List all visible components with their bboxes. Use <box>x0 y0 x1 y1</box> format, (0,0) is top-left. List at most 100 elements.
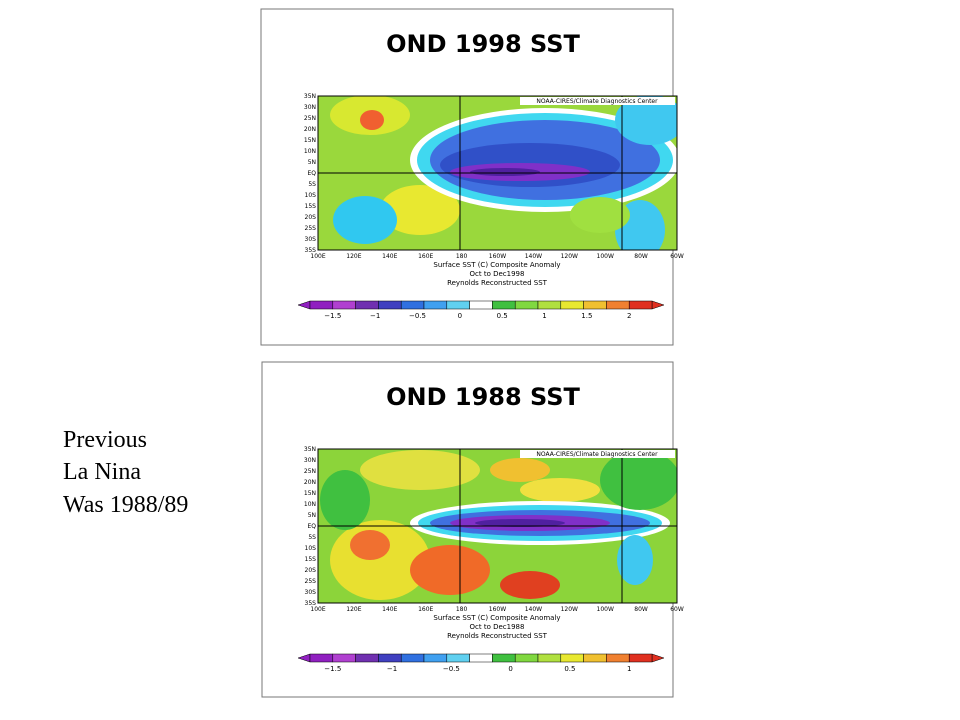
lat-label: 25S <box>305 578 317 585</box>
colorbar-label: 0.5 <box>497 312 508 320</box>
colorbar-swatch <box>628 300 653 310</box>
colorbar-swatch <box>355 300 379 310</box>
lat-label: 20S <box>305 567 317 574</box>
map-panel: OND 1998 SST 35N 30N 25N 20N 15N 10N 5N EQ 5S 10S 1… <box>260 8 684 346</box>
caption: Surface SST (C) Composite Anomaly <box>433 261 560 269</box>
lat-label: 30N <box>304 104 316 111</box>
lon-label: 140W <box>525 253 542 260</box>
lon-label: 120E <box>346 606 361 613</box>
colorbar-label: 0 <box>508 665 512 673</box>
colorbar-swatch <box>583 653 607 663</box>
colorbar-label: 2 <box>627 312 631 320</box>
lon-label: 120E <box>346 253 361 260</box>
anomaly-region <box>360 110 384 130</box>
lon-label: 100W <box>597 253 614 260</box>
lat-label: 5S <box>308 181 316 188</box>
caption: Oct to Dec1988 <box>470 623 525 631</box>
colorbar-swatch <box>309 300 334 310</box>
side-text: La Nina <box>63 459 141 485</box>
lat-label: 35S <box>305 247 317 254</box>
lat-label: 20N <box>304 479 316 486</box>
lon-label: 60W <box>670 606 684 613</box>
lon-label: 180 <box>456 606 468 613</box>
anomaly-region <box>360 450 480 490</box>
lat-label: EQ <box>307 523 316 530</box>
credit: NOAA-CIRES/Climate Diagnostics Center <box>536 98 658 105</box>
colorbar-label: −0.5 <box>443 665 460 673</box>
colorbar-swatch <box>423 653 448 663</box>
colorbar-label: 0.5 <box>564 665 575 673</box>
lon-label: 140E <box>382 253 397 260</box>
lat-label: 30S <box>305 236 317 243</box>
colorbar-swatch <box>378 300 402 310</box>
lon-label: 120W <box>561 606 578 613</box>
colorbar-label: 1.5 <box>581 312 592 320</box>
colorbar-swatch <box>400 300 425 310</box>
lat-label: 15S <box>305 203 317 210</box>
colorbar-swatch <box>469 653 493 663</box>
anomaly-region <box>615 96 677 145</box>
lon-label: 140W <box>525 606 542 613</box>
anomaly-region <box>320 470 370 530</box>
anomaly-region <box>380 185 460 235</box>
map-panel: OND 1988 SST 35N 30N 25N 20N 15N 10N 5N EQ 5S 10S 1… <box>261 361 684 698</box>
colorbar-swatch <box>355 653 379 663</box>
anomaly-region <box>500 571 560 599</box>
anomaly-region <box>475 519 565 527</box>
lon-label: 120W <box>561 253 578 260</box>
caption: Surface SST (C) Composite Anomaly <box>433 614 560 622</box>
colorbar-label: 0 <box>458 312 462 320</box>
lat-label: 5N <box>308 159 316 166</box>
lon-label: 160W <box>489 606 506 613</box>
colorbar-swatch <box>583 300 607 310</box>
colorbar-swatch <box>332 300 356 310</box>
anomaly-region <box>520 478 600 502</box>
credit: NOAA-CIRES/Climate Diagnostics Center <box>536 451 658 458</box>
colorbar-label: −1.5 <box>324 665 341 673</box>
lat-label: 25N <box>304 468 316 475</box>
anomaly-region <box>490 458 550 482</box>
lon-label: 100E <box>310 253 325 260</box>
lat-label: EQ <box>307 170 316 177</box>
panel-title: OND 1988 SST <box>386 383 580 411</box>
lon-label: 80W <box>634 253 648 260</box>
lon-label: 180 <box>456 253 468 260</box>
anomaly-region <box>600 450 677 510</box>
lat-label: 20S <box>305 214 317 221</box>
colorbar-label: −1.5 <box>324 312 341 320</box>
lat-label: 25N <box>304 115 316 122</box>
credit-box <box>520 450 675 458</box>
lat-label: 5S <box>308 534 316 541</box>
lat-label: 20N <box>304 126 316 133</box>
colorbar-swatch <box>400 653 425 663</box>
credit-box <box>520 97 675 105</box>
lat-label: 35S <box>305 600 317 607</box>
lat-label: 35N <box>304 93 316 100</box>
lat-label: 15N <box>304 137 316 144</box>
lon-label: 160E <box>418 253 433 260</box>
lon-label: 60W <box>670 253 684 260</box>
colorbar-swatch <box>514 653 539 663</box>
colorbar-swatch <box>423 300 448 310</box>
lat-label: 10N <box>304 148 316 155</box>
anomaly-region <box>350 530 390 560</box>
lon-label: 140E <box>382 606 397 613</box>
panel-title: OND 1998 SST <box>386 30 580 58</box>
colorbar-swatch <box>606 300 630 310</box>
side-text: Was 1988/89 <box>63 492 188 518</box>
lat-label: 30S <box>305 589 317 596</box>
lat-label: 5N <box>308 512 316 519</box>
caption: Reynolds Reconstructed SST <box>447 279 548 287</box>
colorbar-swatch <box>492 653 516 663</box>
colorbar-label: 1 <box>542 312 546 320</box>
colorbar-swatch <box>446 300 470 310</box>
anomaly-region <box>617 535 653 585</box>
lat-label: 15N <box>304 490 316 497</box>
colorbar-label: 1 <box>627 665 631 673</box>
colorbar-swatch <box>332 653 356 663</box>
caption: Oct to Dec1998 <box>470 270 525 278</box>
colorbar-swatch <box>309 653 334 663</box>
colorbar-swatch <box>378 653 402 663</box>
colorbar-swatch <box>446 653 470 663</box>
